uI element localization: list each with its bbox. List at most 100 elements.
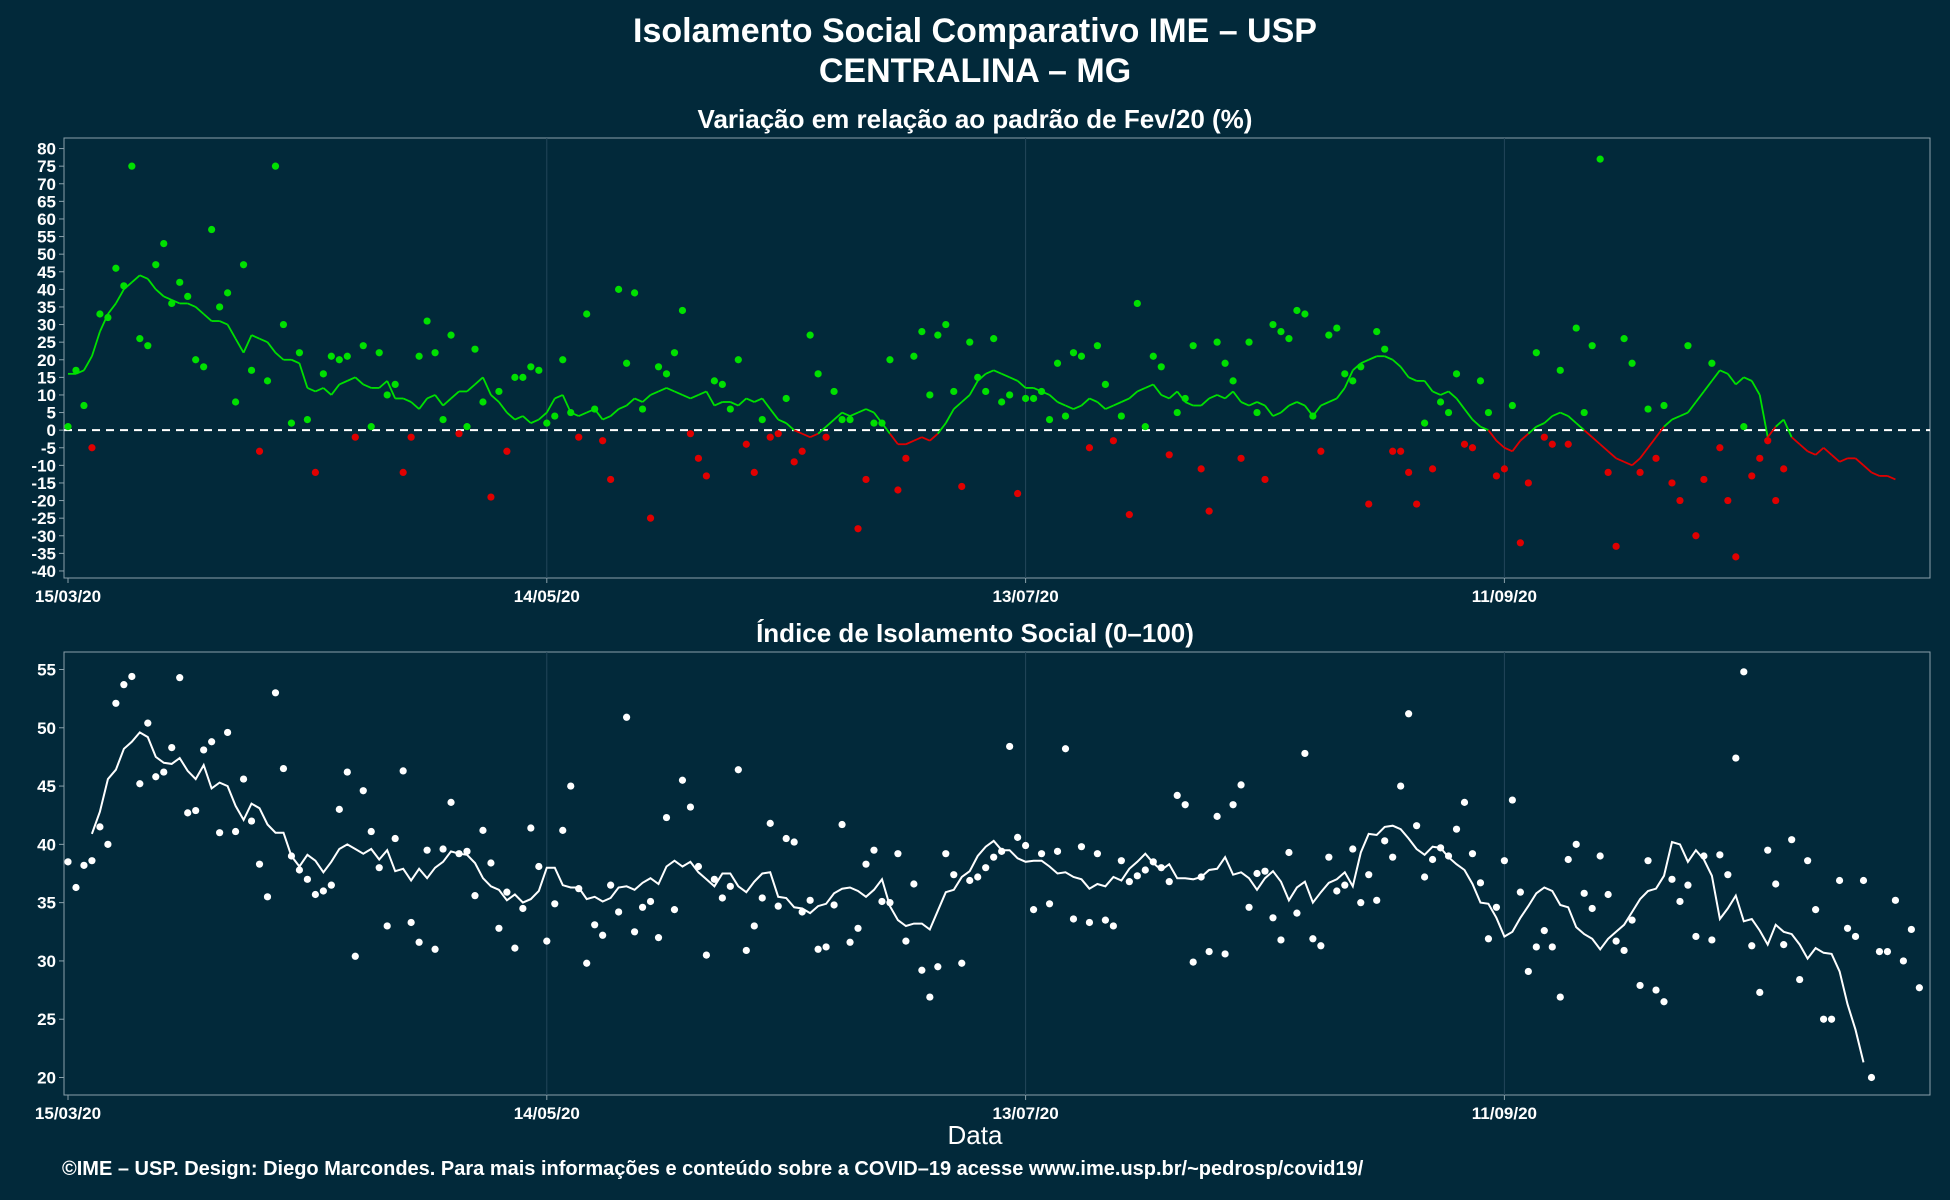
daily-point bbox=[1468, 850, 1477, 858]
daily-point bbox=[1796, 975, 1804, 984]
moving-average-segment bbox=[1440, 390, 1449, 396]
x-tick-label: 14/05/20 bbox=[514, 1104, 580, 1123]
daily-point bbox=[750, 468, 758, 476]
moving-average-segment bbox=[602, 415, 612, 421]
moving-average-segment bbox=[139, 274, 149, 280]
daily-point bbox=[1556, 993, 1564, 1001]
daily-point bbox=[934, 963, 942, 971]
daily-point bbox=[1867, 1073, 1876, 1082]
daily-point bbox=[335, 805, 343, 813]
daily-point bbox=[1117, 857, 1125, 865]
y-tick-label: 75 bbox=[37, 157, 56, 176]
daily-point bbox=[1652, 986, 1660, 994]
moving-average-segment bbox=[1767, 426, 1777, 438]
daily-point bbox=[200, 363, 208, 371]
daily-point bbox=[1309, 412, 1317, 420]
daily-point bbox=[64, 423, 72, 431]
daily-point bbox=[1006, 391, 1014, 399]
daily-point bbox=[870, 846, 878, 854]
daily-point bbox=[694, 862, 703, 871]
daily-point bbox=[287, 852, 296, 860]
daily-point bbox=[886, 899, 894, 907]
moving-average-line bbox=[90, 731, 1865, 1063]
daily-point bbox=[455, 850, 463, 858]
daily-point bbox=[1093, 342, 1102, 350]
daily-point bbox=[1564, 440, 1572, 448]
daily-point bbox=[1317, 942, 1325, 950]
moving-average-segment bbox=[514, 415, 524, 421]
y-tick-label: 40 bbox=[37, 835, 56, 854]
moving-average-segment bbox=[506, 411, 516, 421]
daily-point bbox=[479, 826, 487, 834]
moving-average-segment bbox=[234, 338, 245, 354]
moving-average-segment bbox=[968, 380, 979, 396]
daily-point bbox=[1612, 937, 1620, 945]
moving-average-segment bbox=[1113, 401, 1122, 407]
daily-point bbox=[1221, 950, 1229, 958]
daily-point bbox=[1764, 846, 1772, 854]
daily-point bbox=[511, 944, 519, 952]
daily-point bbox=[447, 798, 455, 806]
daily-point bbox=[782, 394, 790, 403]
moving-average-segment bbox=[833, 411, 843, 421]
daily-point bbox=[343, 352, 351, 360]
moving-average-segment bbox=[474, 376, 484, 386]
daily-point bbox=[463, 423, 471, 431]
daily-point bbox=[1237, 781, 1245, 789]
daily-point bbox=[1716, 851, 1724, 859]
plot-frame bbox=[63, 137, 1931, 579]
daily-point bbox=[1740, 668, 1748, 676]
daily-point bbox=[1077, 352, 1086, 360]
daily-point bbox=[918, 328, 926, 336]
daily-point bbox=[950, 387, 958, 396]
daily-point bbox=[1325, 331, 1333, 339]
moving-average-segment bbox=[745, 397, 755, 403]
daily-point bbox=[894, 850, 902, 858]
moving-average-segment bbox=[1240, 401, 1250, 407]
daily-point bbox=[216, 829, 224, 837]
daily-point bbox=[1253, 869, 1261, 878]
daily-point bbox=[152, 773, 160, 781]
moving-average-segment bbox=[841, 411, 851, 417]
moving-average-segment bbox=[195, 306, 205, 315]
daily-point bbox=[1532, 349, 1540, 357]
daily-point bbox=[1444, 408, 1453, 417]
moving-average-segment bbox=[1408, 376, 1417, 382]
chart-title: Isolamento Social Comparativo IME – USP bbox=[633, 12, 1317, 50]
daily-point bbox=[391, 380, 399, 388]
daily-point bbox=[1261, 867, 1269, 875]
moving-average-segment bbox=[1575, 422, 1585, 431]
daily-point bbox=[1349, 845, 1357, 853]
y-tick-label: 80 bbox=[37, 140, 56, 159]
daily-point bbox=[1317, 447, 1325, 455]
x-tick-label: 11/09/20 bbox=[1472, 1104, 1537, 1123]
daily-point bbox=[1556, 366, 1564, 374]
daily-point bbox=[1349, 377, 1357, 385]
y-tick-label: 70 bbox=[37, 175, 56, 194]
daily-point bbox=[990, 335, 998, 343]
moving-average-segment bbox=[338, 380, 348, 386]
daily-point bbox=[950, 871, 958, 879]
daily-point bbox=[710, 875, 718, 883]
daily-point bbox=[1572, 840, 1580, 848]
y-tick-label: -15 bbox=[31, 474, 56, 493]
daily-point bbox=[1261, 475, 1269, 484]
daily-point bbox=[399, 767, 407, 775]
moving-average-segment bbox=[354, 376, 364, 386]
daily-point bbox=[168, 299, 176, 308]
daily-point bbox=[1716, 444, 1724, 452]
daily-point bbox=[231, 398, 240, 406]
daily-point bbox=[1668, 479, 1676, 487]
moving-average-segment bbox=[107, 302, 117, 315]
daily-point bbox=[750, 922, 758, 930]
daily-point bbox=[1381, 345, 1389, 353]
daily-point bbox=[678, 306, 687, 315]
moving-average-segment bbox=[1296, 401, 1306, 407]
daily-point bbox=[718, 894, 726, 902]
moving-average-segment bbox=[530, 418, 540, 424]
daily-point bbox=[407, 918, 415, 927]
moving-average-segment bbox=[131, 274, 141, 283]
moving-average-segment bbox=[307, 387, 316, 393]
moving-average-segment bbox=[1495, 440, 1505, 449]
daily-point bbox=[1732, 754, 1740, 762]
